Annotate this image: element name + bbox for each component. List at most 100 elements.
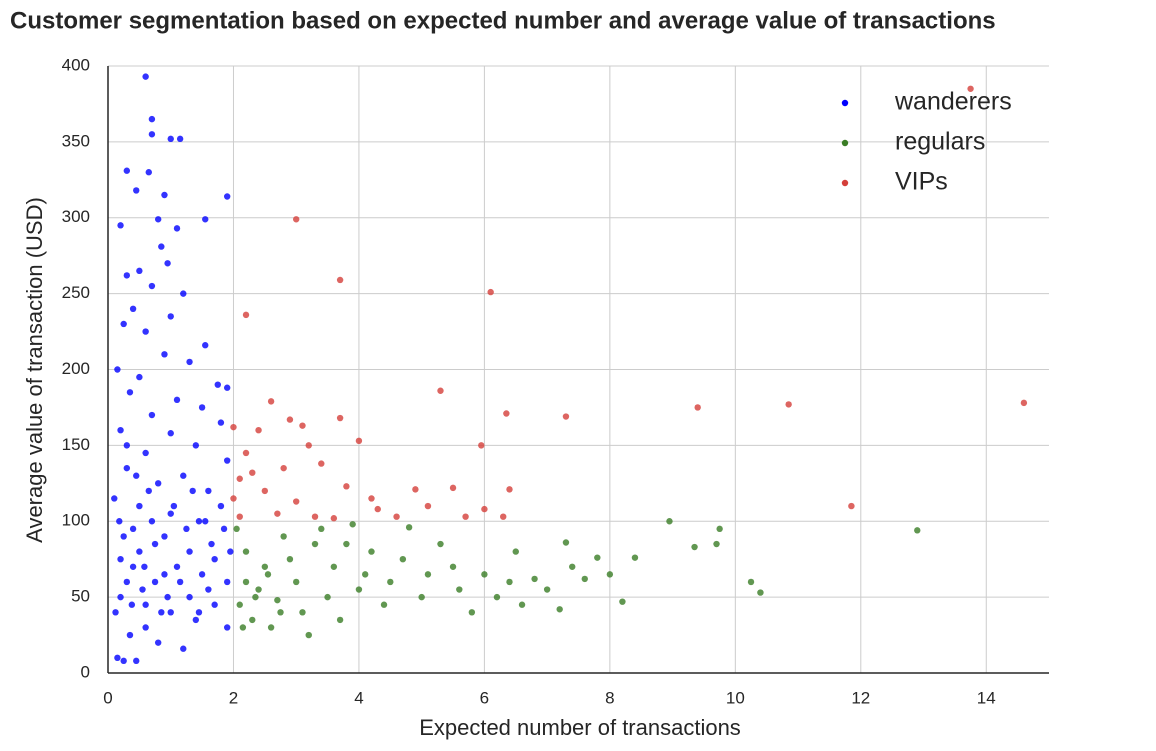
scatter-point xyxy=(368,548,375,555)
scatter-point xyxy=(503,410,510,417)
scatter-point xyxy=(148,115,156,123)
legend-marker xyxy=(841,179,849,187)
scatter-point xyxy=(481,505,488,513)
scatter-point xyxy=(192,442,200,449)
scatter-point xyxy=(512,548,519,555)
scatter-point xyxy=(286,416,294,423)
scatter-point xyxy=(151,578,159,586)
scatter-point xyxy=(176,578,184,586)
scatter-point xyxy=(142,624,149,631)
scatter-point xyxy=(123,272,131,279)
scatter-point xyxy=(666,518,673,525)
scatter-point xyxy=(437,387,444,394)
scatter-point xyxy=(223,578,231,586)
y-tick-label: 200 xyxy=(62,359,90,378)
scatter-point xyxy=(468,609,476,616)
scatter-point xyxy=(180,290,187,297)
scatter-point xyxy=(324,593,331,601)
y-tick-label: 100 xyxy=(62,511,90,530)
scatter-point xyxy=(299,422,306,429)
scatter-point xyxy=(437,540,444,548)
scatter-point xyxy=(233,525,240,533)
scatter-point xyxy=(195,518,203,525)
scatter-point xyxy=(136,267,143,275)
y-tick-label: 400 xyxy=(62,55,90,74)
scatter-point xyxy=(186,593,193,601)
scatter-point xyxy=(355,586,363,593)
scatter-point xyxy=(164,260,171,267)
scatter-point xyxy=(133,187,140,194)
scatter-point xyxy=(154,480,162,487)
scatter-point xyxy=(167,135,174,143)
scatter-point xyxy=(531,575,538,583)
scatter-point xyxy=(252,593,259,601)
scatter-point xyxy=(581,575,588,583)
scatter-point xyxy=(173,225,181,232)
x-tick-label: 10 xyxy=(726,688,745,707)
scatter-point xyxy=(261,487,269,495)
scatter-point xyxy=(500,513,507,520)
scatter-point xyxy=(569,563,576,570)
scatter-point xyxy=(462,513,469,520)
x-tick-label: 12 xyxy=(851,688,870,707)
scatter-point xyxy=(129,563,137,570)
x-tick-label: 6 xyxy=(480,688,489,707)
scatter-point xyxy=(412,486,419,493)
points xyxy=(111,73,1028,665)
scatter-point xyxy=(173,563,181,570)
scatter-point xyxy=(716,525,723,533)
scatter-point xyxy=(236,601,243,608)
scatter-point xyxy=(424,502,432,510)
legend-label: regulars xyxy=(895,128,985,156)
scatter-point xyxy=(694,404,701,411)
scatter-point xyxy=(223,457,231,464)
scatter-point xyxy=(239,624,247,631)
scatter-point xyxy=(117,555,124,563)
scatter-point xyxy=(111,495,118,502)
x-tick-label: 0 xyxy=(103,688,112,707)
scatter-point xyxy=(236,513,243,520)
scatter-point xyxy=(142,601,149,608)
scatter-point xyxy=(691,543,698,551)
scatter-point xyxy=(318,460,325,467)
scatter-point xyxy=(186,358,193,366)
scatter-point xyxy=(336,616,344,624)
scatter-point xyxy=(606,571,614,578)
scatter-point xyxy=(136,373,143,381)
scatter-point xyxy=(164,593,171,601)
scatter-point xyxy=(117,427,124,434)
scatter-point xyxy=(261,563,269,570)
legend-marker xyxy=(841,139,849,147)
scatter-point xyxy=(136,502,143,510)
scatter-point xyxy=(594,554,601,561)
scatter-point xyxy=(713,540,720,548)
scatter-point xyxy=(267,398,275,405)
scatter-point xyxy=(274,510,281,517)
scatter-point xyxy=(619,598,626,605)
scatter-point xyxy=(293,498,300,505)
scatter-point xyxy=(211,601,218,608)
scatter-point xyxy=(848,502,855,510)
scatter-point xyxy=(180,472,187,479)
scatter-point xyxy=(362,571,369,578)
scatter-point xyxy=(202,518,209,525)
scatter-point xyxy=(154,639,162,646)
scatter-point xyxy=(311,513,319,520)
scatter-point xyxy=(343,540,350,548)
scatter-point xyxy=(255,586,262,593)
scatter-point xyxy=(255,427,262,434)
legend-label: wanderers xyxy=(894,88,1012,116)
scatter-point xyxy=(318,525,325,533)
scatter-point xyxy=(158,243,165,250)
y-axis-label: Average value of transaction (USD) xyxy=(22,197,47,543)
scatter-point xyxy=(349,521,356,528)
scatter-point xyxy=(543,586,551,593)
y-tick-label: 300 xyxy=(62,207,90,226)
scatter-point xyxy=(154,216,162,223)
scatter-point xyxy=(286,555,294,563)
scatter-point xyxy=(785,401,792,408)
scatter-point xyxy=(424,571,432,578)
scatter-point xyxy=(280,464,287,472)
